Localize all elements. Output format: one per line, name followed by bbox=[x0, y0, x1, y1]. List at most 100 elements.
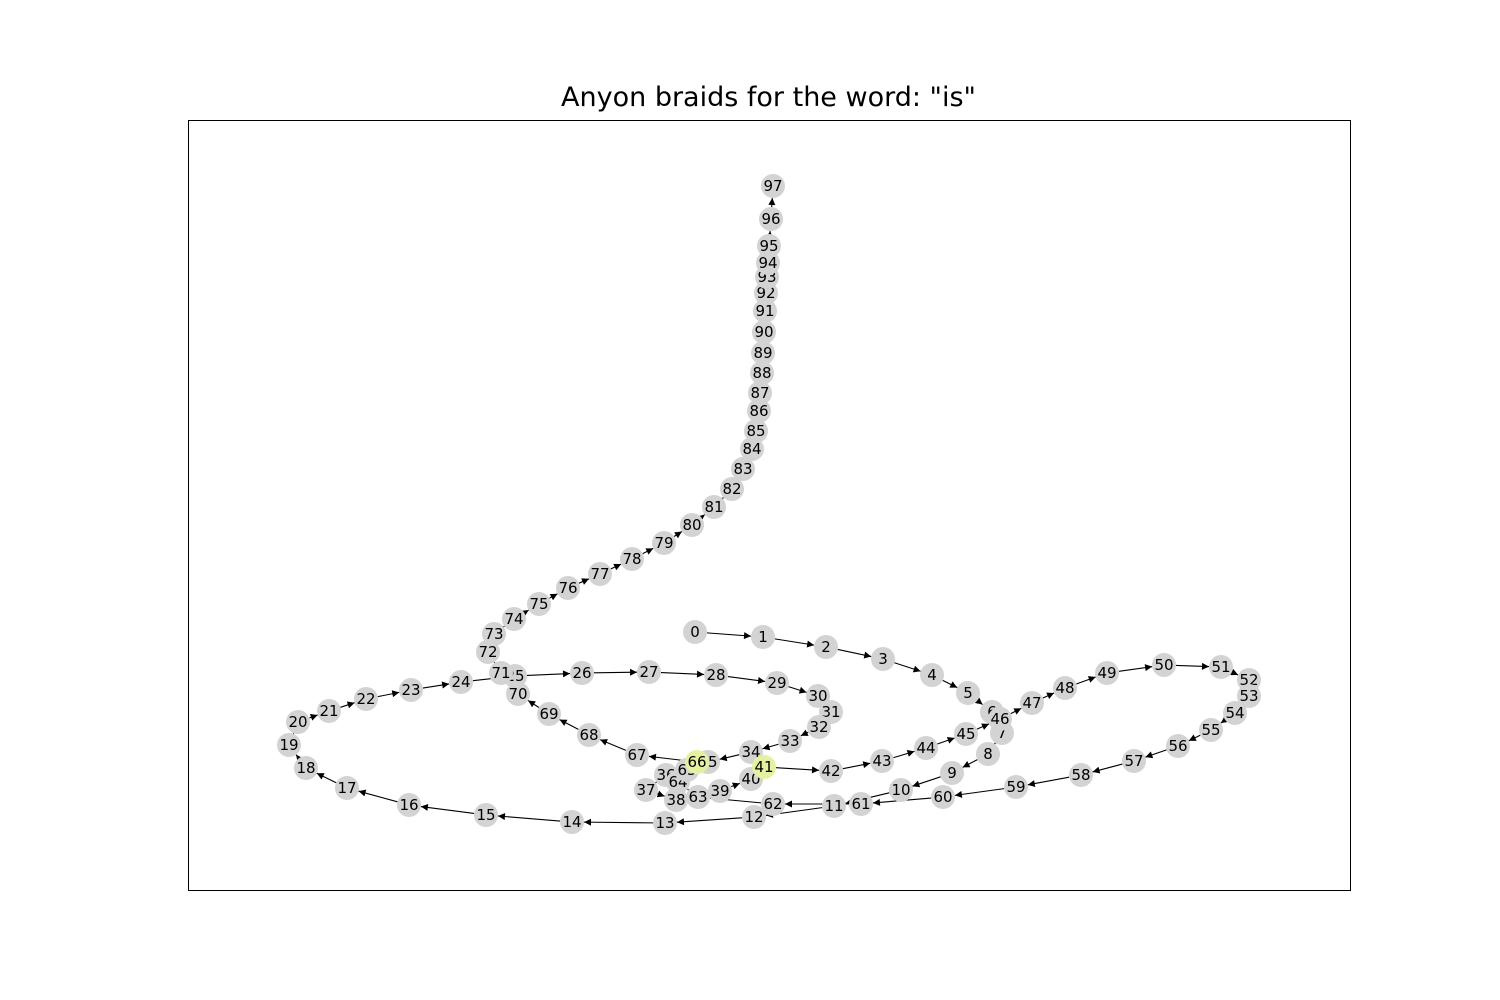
node-marker-22 bbox=[354, 687, 378, 711]
node-44: 44 bbox=[914, 736, 938, 760]
node-77: 77 bbox=[588, 562, 612, 586]
node-marker-48 bbox=[1053, 676, 1077, 700]
edge-76-77 bbox=[578, 578, 590, 585]
node-marker-45 bbox=[954, 722, 978, 746]
edge-17-18 bbox=[316, 772, 337, 784]
node-label-94: 94 bbox=[758, 254, 777, 272]
node-4: 4 bbox=[920, 663, 944, 687]
node-45: 45 bbox=[954, 722, 978, 746]
chart-title: Anyon braids for the word: "is" bbox=[561, 82, 976, 113]
node-label-69: 69 bbox=[539, 705, 558, 723]
edges-layer bbox=[287, 197, 1253, 826]
node-57: 57 bbox=[1122, 749, 1146, 773]
edge-18-19 bbox=[295, 754, 304, 763]
node-89: 89 bbox=[751, 341, 775, 365]
node-63: 63 bbox=[686, 785, 710, 809]
node-marker-95 bbox=[757, 234, 781, 258]
node-80: 80 bbox=[680, 513, 704, 537]
node-label-76: 76 bbox=[558, 579, 577, 597]
node-8: 8 bbox=[976, 742, 1000, 766]
node-41: 41 bbox=[752, 755, 776, 779]
edge-27-28 bbox=[660, 670, 705, 678]
node-label-52: 52 bbox=[1239, 671, 1258, 689]
node-marker-44 bbox=[914, 736, 938, 760]
node-marker-50 bbox=[1152, 653, 1176, 677]
node-marker-61 bbox=[849, 792, 873, 816]
node-label-50: 50 bbox=[1154, 656, 1173, 674]
node-label-45: 45 bbox=[956, 725, 975, 743]
node-97: 97 bbox=[761, 174, 785, 198]
node-label-46: 46 bbox=[990, 710, 1009, 728]
node-marker-29 bbox=[765, 671, 789, 695]
node-55: 55 bbox=[1199, 718, 1223, 742]
node-54: 54 bbox=[1223, 701, 1247, 725]
node-label-62: 62 bbox=[763, 795, 782, 813]
node-83: 83 bbox=[731, 457, 755, 481]
node-label-47: 47 bbox=[1022, 694, 1041, 712]
node-label-84: 84 bbox=[742, 440, 761, 458]
node-marker-85 bbox=[744, 419, 768, 443]
node-label-17: 17 bbox=[337, 779, 356, 797]
node-label-82: 82 bbox=[722, 480, 741, 498]
edge-39-40 bbox=[730, 782, 741, 790]
node-94: 94 bbox=[756, 251, 780, 275]
node-label-87: 87 bbox=[750, 384, 769, 402]
node-marker-58 bbox=[1069, 763, 1093, 787]
node-11: 11 bbox=[822, 794, 846, 818]
node-marker-32 bbox=[807, 715, 831, 739]
node-label-79: 79 bbox=[654, 534, 673, 552]
node-5: 5 bbox=[956, 681, 980, 705]
node-28: 28 bbox=[704, 663, 728, 687]
node-label-89: 89 bbox=[753, 344, 772, 362]
node-75: 75 bbox=[527, 592, 551, 616]
node-13: 13 bbox=[653, 811, 677, 835]
node-label-51: 51 bbox=[1211, 658, 1230, 676]
node-17: 17 bbox=[335, 776, 359, 800]
edge-54-55 bbox=[1220, 716, 1229, 724]
edge-50-51 bbox=[1175, 662, 1210, 670]
node-label-57: 57 bbox=[1124, 752, 1143, 770]
node-marker-68 bbox=[577, 723, 601, 747]
node-label-38: 38 bbox=[666, 791, 685, 809]
node-32: 32 bbox=[807, 715, 831, 739]
edge-57-58 bbox=[1092, 763, 1123, 774]
node-marker-2 bbox=[814, 635, 838, 659]
node-label-58: 58 bbox=[1071, 766, 1090, 784]
edge-63-64 bbox=[687, 788, 696, 797]
node-label-56: 56 bbox=[1168, 737, 1187, 755]
edge-74-75 bbox=[520, 609, 529, 617]
edge-59-60 bbox=[954, 788, 1005, 798]
edge-43-44 bbox=[893, 750, 915, 759]
node-marker-9 bbox=[940, 761, 964, 785]
node-95: 95 bbox=[757, 234, 781, 258]
edge-22-23 bbox=[377, 690, 400, 698]
node-label-83: 83 bbox=[733, 460, 752, 478]
node-0: 0 bbox=[683, 620, 707, 644]
node-marker-17 bbox=[335, 776, 359, 800]
node-22: 22 bbox=[354, 687, 378, 711]
node-marker-33 bbox=[778, 729, 802, 753]
edge-7-8 bbox=[994, 736, 1002, 745]
node-91: 91 bbox=[753, 299, 777, 323]
node-marker-57 bbox=[1122, 749, 1146, 773]
node-marker-78 bbox=[620, 547, 644, 571]
edge-14-15 bbox=[497, 813, 561, 822]
node-label-72: 72 bbox=[478, 643, 497, 661]
node-43: 43 bbox=[870, 749, 894, 773]
node-85: 85 bbox=[744, 419, 768, 443]
node-marker-59 bbox=[1004, 775, 1028, 799]
node-marker-49 bbox=[1095, 661, 1119, 685]
node-marker-87 bbox=[748, 381, 772, 405]
node-marker-24 bbox=[449, 670, 473, 694]
node-label-85: 85 bbox=[746, 422, 765, 440]
node-marker-12 bbox=[742, 805, 766, 829]
node-76: 76 bbox=[556, 576, 580, 600]
node-81: 81 bbox=[702, 495, 726, 519]
node-74: 74 bbox=[502, 607, 526, 631]
edge-42-43 bbox=[842, 761, 871, 770]
node-label-15: 15 bbox=[476, 806, 495, 824]
node-label-30: 30 bbox=[808, 687, 827, 705]
node-label-97: 97 bbox=[763, 177, 782, 195]
node-26: 26 bbox=[570, 661, 594, 685]
